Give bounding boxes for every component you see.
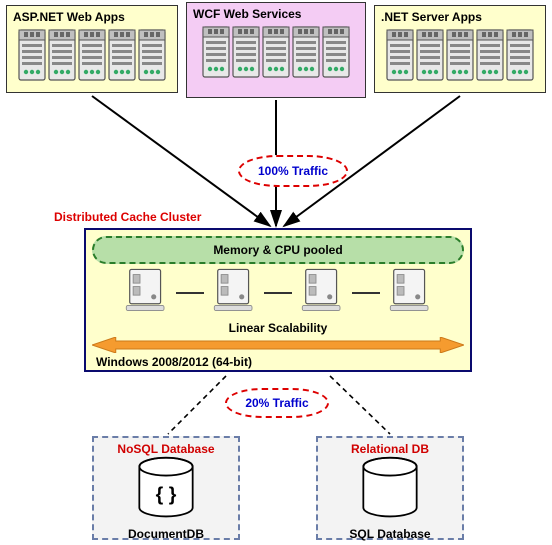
traffic-20-badge: 20% Traffic (225, 388, 329, 418)
cache-cluster-box: Memory & CPU pooled Linear Scalability (84, 228, 472, 372)
server-icon (201, 25, 231, 81)
servers-row (377, 28, 543, 89)
database-icon: { } (131, 456, 201, 520)
linear-scalability-label: Linear Scalability (92, 321, 464, 335)
servers-row (189, 25, 363, 86)
svg-text:{ }: { } (156, 483, 177, 505)
traffic-100-text: 100% Traffic (258, 164, 328, 178)
server-icon (445, 28, 475, 84)
server-icon (505, 28, 535, 84)
server-icon (475, 28, 505, 84)
app-tier-box: .NET Server Apps (374, 5, 546, 93)
pc-icon (296, 266, 348, 314)
scalability-arrow (92, 337, 464, 353)
cluster-label: Distributed Cache Cluster (54, 210, 201, 224)
server-icon (17, 28, 47, 84)
server-connector (352, 292, 380, 294)
os-label: Windows 2008/2012 (64-bit) (92, 355, 464, 369)
server-connector (176, 292, 204, 294)
pool-label: Memory & CPU pooled (213, 243, 342, 257)
architecture-diagram: ASP.NET Web Apps .NET Server Apps (0, 0, 552, 545)
cache-servers-row (92, 266, 464, 319)
db-title: Relational DB (322, 442, 458, 456)
tier-title: ASP.NET Web Apps (9, 10, 175, 24)
traffic-20-text: 20% Traffic (245, 396, 308, 410)
server-icon (231, 25, 261, 81)
server-connector (264, 292, 292, 294)
servers-row (9, 28, 175, 89)
pc-icon (384, 266, 436, 314)
pc-icon (208, 266, 260, 314)
server-icon (321, 25, 351, 81)
memory-cpu-pool: Memory & CPU pooled (92, 236, 464, 264)
server-icon (291, 25, 321, 81)
db-cylinder (322, 456, 458, 525)
server-icon (47, 28, 77, 84)
server-icon (77, 28, 107, 84)
server-icon (415, 28, 445, 84)
pc-icon (120, 266, 172, 314)
db-title: NoSQL Database (98, 442, 234, 456)
db-name: DocumentDB (98, 527, 234, 541)
tier-title: WCF Web Services (189, 7, 363, 21)
tier-title: .NET Server Apps (377, 10, 543, 24)
db-name: SQL Database (322, 527, 458, 541)
database-icon (355, 456, 425, 520)
server-icon (107, 28, 137, 84)
app-tier-box: ASP.NET Web Apps (6, 5, 178, 93)
app-tier-box: WCF Web Services (186, 2, 366, 98)
server-icon (137, 28, 167, 84)
traffic-100-badge: 100% Traffic (238, 155, 348, 187)
db-cylinder: { } (98, 456, 234, 525)
database-box: Relational DB SQL Database (316, 436, 464, 540)
database-box: NoSQL Database { } DocumentDB (92, 436, 240, 540)
server-icon (261, 25, 291, 81)
server-icon (385, 28, 415, 84)
